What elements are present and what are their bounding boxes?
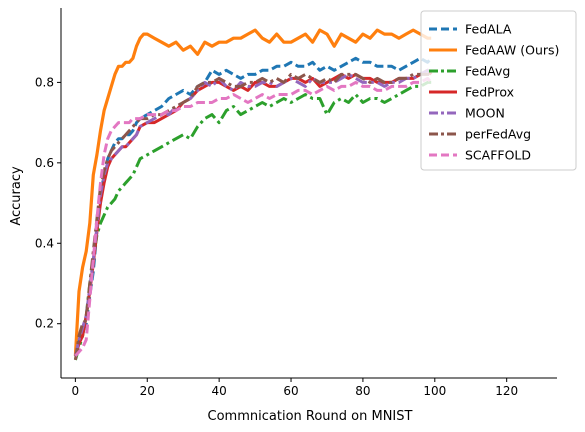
x-tick-label: 40 <box>212 384 227 398</box>
legend-label: SCAFFOLD <box>465 148 531 163</box>
legend-label: FedALA <box>465 22 512 37</box>
x-tick-label: 60 <box>283 384 298 398</box>
series-line-moon <box>73 68 433 357</box>
x-tick-label: 20 <box>140 384 155 398</box>
series-line-perfedavg <box>73 72 432 361</box>
y-ticks: 0.2 0.4 0.6 0.8 <box>35 75 61 331</box>
x-tick-label: 0 <box>72 384 80 398</box>
series-line-fedala <box>73 56 433 357</box>
legend-label: FedProx <box>465 85 514 100</box>
y-tick-label: 0.4 <box>35 236 54 250</box>
x-tick-label: 120 <box>495 384 518 398</box>
x-axis-label: Commnication Round on MNIST <box>208 409 413 424</box>
series-line-fedaaw-ours <box>73 28 432 356</box>
series-line-fedprox <box>73 68 433 357</box>
y-tick-label: 0.8 <box>35 75 54 89</box>
series-lines <box>73 28 433 361</box>
legend-label: MOON <box>465 106 505 121</box>
y-tick-label: 0.6 <box>35 156 54 170</box>
legend: FedALA FedAAW (Ours) FedAvg FedProx MOON perF… <box>420 10 577 171</box>
x-tick-label: 100 <box>423 384 446 398</box>
series-line-fedavg <box>73 80 432 361</box>
legend-label: FedAAW (Ours) <box>465 43 559 58</box>
legend-label: perFedAvg <box>465 127 531 142</box>
legend-label: FedAvg <box>465 64 510 79</box>
axes <box>60 8 557 379</box>
x-ticks: 0 20 40 60 80 100 120 <box>72 378 518 398</box>
y-axis-label: Accuracy <box>9 166 24 226</box>
legend-box <box>420 10 577 171</box>
x-tick-label: 80 <box>355 384 370 398</box>
series-line-scaffold <box>74 76 433 357</box>
y-tick-label: 0.2 <box>35 317 54 331</box>
